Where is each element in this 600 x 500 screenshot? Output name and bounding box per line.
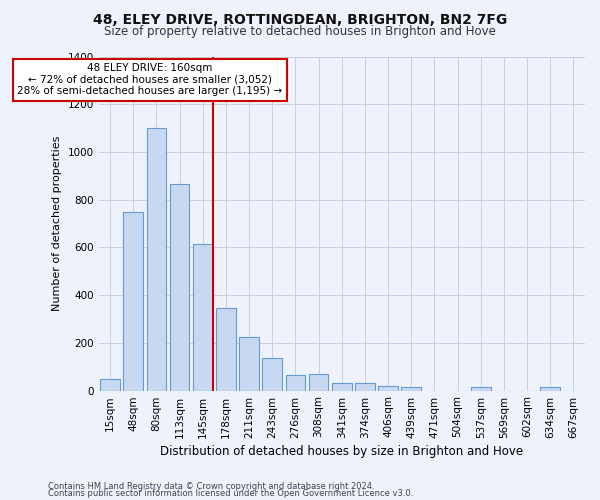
- Bar: [309, 374, 328, 390]
- Bar: [100, 378, 120, 390]
- Bar: [401, 387, 421, 390]
- Text: Contains HM Land Registry data © Crown copyright and database right 2024.: Contains HM Land Registry data © Crown c…: [48, 482, 374, 491]
- Bar: [193, 244, 212, 390]
- Bar: [332, 384, 352, 390]
- Bar: [124, 212, 143, 390]
- Text: 48, ELEY DRIVE, ROTTINGDEAN, BRIGHTON, BN2 7FG: 48, ELEY DRIVE, ROTTINGDEAN, BRIGHTON, B…: [93, 12, 507, 26]
- Bar: [355, 384, 375, 390]
- Bar: [541, 387, 560, 390]
- Text: Contains public sector information licensed under the Open Government Licence v3: Contains public sector information licen…: [48, 490, 413, 498]
- X-axis label: Distribution of detached houses by size in Brighton and Hove: Distribution of detached houses by size …: [160, 444, 523, 458]
- Text: Size of property relative to detached houses in Brighton and Hove: Size of property relative to detached ho…: [104, 25, 496, 38]
- Bar: [239, 337, 259, 390]
- Bar: [286, 375, 305, 390]
- Text: 48 ELEY DRIVE: 160sqm
← 72% of detached houses are smaller (3,052)
28% of semi-d: 48 ELEY DRIVE: 160sqm ← 72% of detached …: [17, 63, 283, 96]
- Bar: [170, 184, 190, 390]
- Bar: [216, 308, 236, 390]
- Bar: [262, 358, 282, 390]
- Bar: [471, 387, 491, 390]
- Y-axis label: Number of detached properties: Number of detached properties: [52, 136, 62, 311]
- Bar: [378, 386, 398, 390]
- Bar: [146, 128, 166, 390]
